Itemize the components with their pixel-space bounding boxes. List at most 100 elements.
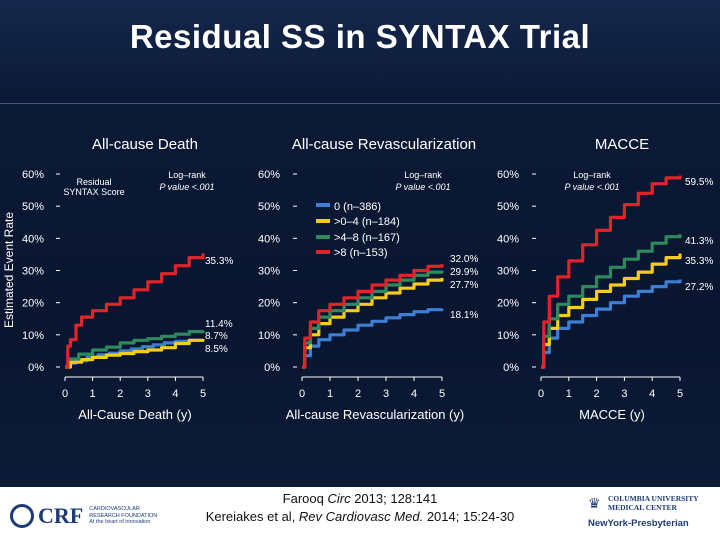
end-label-yellow: 27.7% (450, 280, 478, 291)
crf-logo-subtitle: CARDIOVASCULAR RESEARCH FOUNDATION At th… (89, 506, 158, 526)
plot-area-0: 0% 10% 20% 30% 40% 50% 60% 0 1 2 3 4 5 (22, 169, 206, 400)
y-tick-label: 0% (503, 362, 519, 374)
legend-swatch-3 (316, 250, 330, 254)
y-tick-label: 40% (258, 233, 280, 245)
y-axis-label: Estimated Event Rate (2, 212, 16, 328)
x-tick-label: 0 (299, 388, 305, 400)
nyp-logo-text: NewYork-Presbyterian (588, 518, 689, 529)
legend-label-0: 0 (n–386) (334, 201, 381, 213)
y-tick-label: 40% (22, 233, 44, 245)
chart-figure: Estimated Event Rate All-cause Death Res… (2, 136, 714, 422)
crf-circle-icon (10, 504, 34, 528)
panel-title: All-cause Death (92, 136, 198, 153)
y-tick-label: 50% (22, 201, 44, 213)
residual-score-label: SYNTAX Score (63, 187, 124, 197)
logrank-label: Log–rank (168, 170, 206, 180)
y-tick-label: 50% (497, 201, 519, 213)
legend-swatch-0 (316, 203, 330, 207)
panel-title: All-cause Revascularization (292, 136, 476, 153)
y-tick-label: 60% (22, 169, 44, 181)
x-tick-label: 0 (62, 388, 68, 400)
y-tick-label: 60% (497, 169, 519, 181)
y-tick-label: 50% (258, 201, 280, 213)
x-tick-label: 3 (145, 388, 151, 400)
y-tick-label: 30% (497, 266, 519, 278)
x-tick-label: 1 (90, 388, 96, 400)
footer-band (0, 487, 720, 540)
citation: Farooq Circ 2013; 128:141 Kereiakes et a… (0, 490, 720, 526)
series-line-3 (65, 253, 205, 369)
end-label-blue: 8.5% (205, 344, 228, 355)
series-line-1 (65, 338, 205, 369)
y-tick-label: 10% (258, 330, 280, 342)
legend-label-1: >0–4 (n–184) (334, 216, 400, 228)
x-tick-label: 1 (327, 388, 333, 400)
end-label-green: 41.3% (685, 236, 713, 247)
y-tick-label: 30% (22, 266, 44, 278)
p-value-label: P value <.001 (396, 182, 451, 192)
x-tick-label: 2 (117, 388, 123, 400)
title-divider (0, 103, 720, 104)
y-tick-label: 60% (258, 169, 280, 181)
plot-area-1: 0% 10% 20% 30% 40% 50% 60% 0 1 2 3 4 5 (258, 169, 445, 400)
series-line-2 (65, 330, 205, 369)
crf-logo: CRF CARDIOVASCULAR RESEARCH FOUNDATION A… (10, 500, 169, 532)
series-line-3 (541, 175, 682, 369)
citation-line-1: Farooq Circ 2013; 128:141 (282, 491, 438, 506)
x-axis-label: MACCE (y) (579, 407, 645, 422)
logrank-label: Log–rank (404, 170, 442, 180)
p-value-label: P value <.001 (565, 182, 620, 192)
legend-swatch-1 (316, 219, 330, 223)
end-label-yellow: 8.7% (205, 331, 228, 342)
y-tick-label: 40% (497, 233, 519, 245)
y-tick-label: 20% (258, 298, 280, 310)
residual-label: Residual (76, 177, 111, 187)
x-tick-label: 4 (411, 388, 417, 400)
x-tick-label: 0 (538, 388, 544, 400)
legend-label-3: >8 (n–153) (334, 247, 388, 259)
columbia-logo-text: COLUMBIA UNIVERSITY MEDICAL CENTER (608, 494, 699, 512)
x-tick-label: 3 (383, 388, 389, 400)
end-label-green: 29.9% (450, 267, 478, 278)
panel-macce: MACCE Log–rank P value <.001 59.5% 41.3%… (565, 136, 714, 422)
y-tick-label: 10% (22, 330, 44, 342)
panel-all-cause-revascularization: All-cause Revascularization Log–rank P v… (286, 136, 479, 422)
crf-logo-text: CRF (38, 503, 84, 528)
panel-all-cause-death: All-cause Death Residual SYNTAX Score Lo… (63, 136, 233, 422)
plot-area-2: 0% 10% 20% 30% 40% 50% 60% 0 1 2 3 4 5 (497, 169, 683, 400)
x-tick-label: 2 (594, 388, 600, 400)
y-tick-label: 10% (497, 330, 519, 342)
legend-label-2: >4–8 (n–167) (334, 232, 400, 244)
x-axis-label: All-Cause Death (y) (78, 407, 191, 422)
end-label-red: 35.3% (205, 256, 233, 267)
x-tick-label: 3 (621, 388, 627, 400)
y-tick-label: 20% (22, 298, 44, 310)
series-line-2 (541, 234, 682, 369)
end-label-red: 59.5% (685, 177, 713, 188)
columbia-nyp-logo: ♛ COLUMBIA UNIVERSITY MEDICAL CENTER New… (588, 494, 718, 529)
x-tick-label: 2 (355, 388, 361, 400)
y-tick-label: 30% (258, 266, 280, 278)
series-line-3 (302, 264, 444, 369)
slide-title: Residual SS in SYNTAX Trial (129, 18, 591, 55)
end-label-red: 32.0% (450, 254, 478, 265)
end-label-green: 11.4% (205, 319, 233, 330)
citation-line-2: Kereiakes et al, Rev Cardiovasc Med. 201… (205, 509, 515, 524)
x-tick-label: 5 (677, 388, 683, 400)
end-label-blue: 18.1% (450, 310, 478, 321)
legend-swatch-2 (316, 235, 330, 239)
y-tick-label: 0% (28, 362, 44, 374)
end-label-yellow: 35.3% (685, 256, 713, 267)
x-tick-label: 1 (566, 388, 572, 400)
p-value-label: P value <.001 (160, 182, 215, 192)
y-tick-label: 20% (497, 298, 519, 310)
x-tick-label: 5 (439, 388, 445, 400)
x-tick-label: 5 (200, 388, 206, 400)
x-tick-label: 4 (172, 388, 178, 400)
end-label-blue: 27.2% (685, 282, 713, 293)
x-tick-label: 4 (649, 388, 655, 400)
crown-icon: ♛ (588, 495, 601, 511)
logrank-label: Log–rank (573, 170, 611, 180)
y-tick-label: 0% (264, 362, 280, 374)
